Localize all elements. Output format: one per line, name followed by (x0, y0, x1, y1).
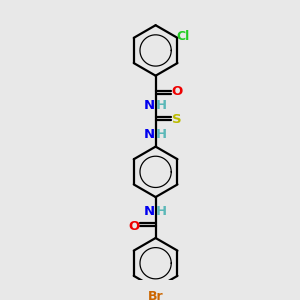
Text: Cl: Cl (176, 30, 189, 43)
Text: S: S (172, 112, 182, 126)
Text: H: H (156, 128, 167, 141)
Text: N: N (144, 128, 155, 141)
Text: O: O (172, 85, 183, 98)
Text: N: N (144, 99, 155, 112)
Text: O: O (128, 220, 140, 233)
Text: N: N (144, 205, 155, 218)
Text: H: H (156, 205, 167, 218)
Text: H: H (156, 99, 167, 112)
Text: Br: Br (148, 290, 164, 300)
